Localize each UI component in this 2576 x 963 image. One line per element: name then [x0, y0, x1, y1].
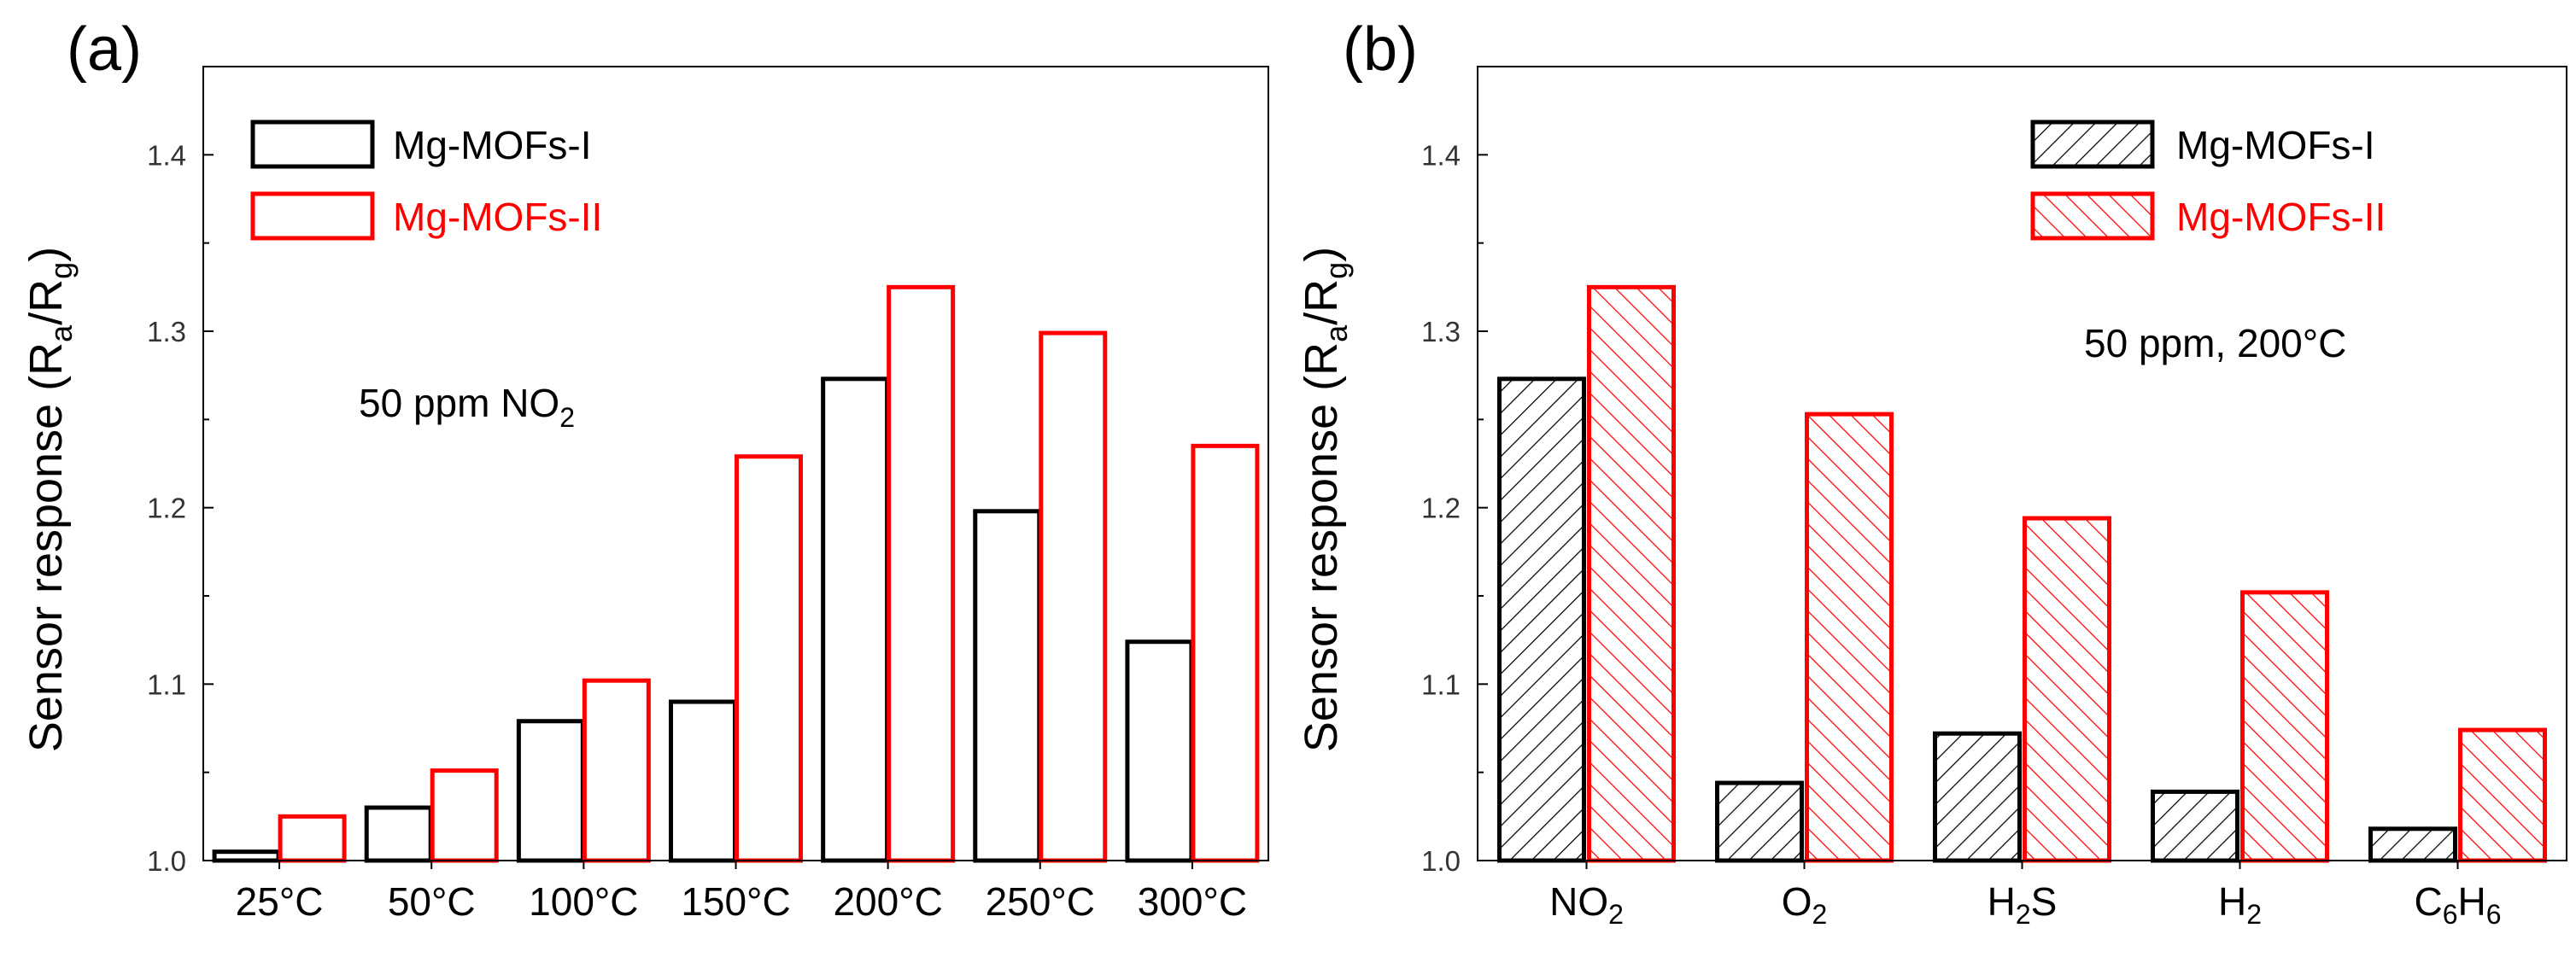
panel-a-bar-mg-mofs-ii-50-c	[430, 768, 499, 863]
panel-b-bar-mg-mofs-i-c6h6	[2368, 826, 2457, 863]
panel-a-bar-mg-mofs-i-150-c	[669, 699, 737, 863]
panel-b-bar-mg-mofs-ii-o2	[1805, 411, 1894, 863]
panel-a-bar-mg-mofs-i-200-c	[821, 376, 890, 863]
panel-b-legend: Mg-MOFs-I Mg-MOFs-II	[2030, 120, 2386, 241]
panel-a-bar-mg-mofs-i-250-c	[973, 509, 1042, 863]
panel-a-y-tick-label: 1.2	[147, 493, 186, 524]
panel-b-legend-label-mg-mofs-i: Mg-MOFs-I	[2176, 123, 2375, 167]
panel-b-bar-mg-mofs-i-h2s	[1933, 731, 2022, 863]
panel-b-y-ticks: 1.0 1.1 1.2 1.3 1.4	[1421, 139, 1488, 877]
panel-b-x-tick-label-no2: NO2	[1549, 879, 1624, 930]
panel-b-bar-mg-mofs-ii-no2	[1587, 284, 1676, 863]
panel-b-legend-label-mg-mofs-ii: Mg-MOFs-II	[2176, 195, 2386, 239]
panel-a-label: (a)	[67, 15, 142, 84]
panel-b: (b) Sensor response (Ra/Rg) 1.0 1.1 1.2 1.3…	[1296, 15, 2567, 930]
panel-a-x-tick-labels: 25°C 50°C 100°C 150°C 200°C 250°C 300°C	[236, 861, 1247, 924]
panel-a-y-tick-label: 1.1	[147, 668, 186, 700]
panel-b-y-tick-label: 1.0	[1421, 845, 1461, 877]
panel-a-x-tick-label-50-c: 50°C	[388, 879, 476, 924]
panel-a-plot-frame	[202, 66, 1269, 861]
panel-a-bar-mg-mofs-i-100-c	[516, 719, 585, 863]
panel-a-legend: Mg-MOFs-I Mg-MOFs-II	[250, 120, 602, 241]
panel-a-legend-swatch-mg-mofs-ii	[250, 191, 375, 241]
panel-b-x-tick-label-h2s: H2S	[1988, 879, 2058, 930]
panel-b-legend-swatch-mg-mofs-ii	[2030, 191, 2155, 241]
panel-a-y-axis-label: Sensor response (Ra/Rg)	[20, 247, 79, 752]
panel-a: (a) Sensor response (Ra/Rg) 1.0 1.1 1.2 1.3…	[20, 15, 1269, 924]
panel-a-bar-mg-mofs-i-300-c	[1125, 639, 1194, 863]
panel-b-bar-mg-mofs-ii-c6h6	[2458, 727, 2547, 863]
panel-a-bar-mg-mofs-ii-200-c	[887, 284, 956, 863]
panel-a-bar-mg-mofs-ii-100-c	[582, 678, 651, 863]
panel-b-y-tick-label: 1.2	[1421, 493, 1461, 524]
panel-b-y-tick-label: 1.1	[1421, 668, 1461, 700]
panel-a-y-tick-label: 1.4	[147, 139, 186, 171]
panel-a-x-tick-label-250-c: 250°C	[986, 879, 1095, 924]
panel-a-legend-label-mg-mofs-ii: Mg-MOFs-II	[393, 195, 602, 239]
panel-a-bar-mg-mofs-i-50-c	[364, 805, 433, 863]
panel-b-bars	[1497, 284, 2547, 863]
panel-b-bar-mg-mofs-i-h2	[2151, 789, 2239, 863]
panel-b-x-tick-label-c6h6: C6H6	[2414, 879, 2501, 930]
panel-b-bar-mg-mofs-i-o2	[1715, 780, 1804, 863]
panel-a-y-tick-label: 1.3	[147, 316, 186, 347]
panel-a-bars	[212, 284, 1260, 863]
panel-b-plot-frame	[1477, 66, 2567, 861]
panel-a-bar-mg-mofs-ii-150-c	[735, 454, 803, 863]
panel-a-bar-mg-mofs-ii-300-c	[1191, 443, 1260, 863]
panel-b-y-tick-label: 1.4	[1421, 139, 1461, 171]
panel-b-label: (b)	[1343, 15, 1418, 84]
panel-a-x-tick-label-100-c: 100°C	[529, 879, 638, 924]
panel-b-x-tick-label-o2: O2	[1782, 879, 1828, 930]
panel-b-bar-mg-mofs-i-no2	[1497, 376, 1586, 863]
panel-b-annotation: 50 ppm, 200°C	[2084, 321, 2346, 365]
panel-a-bar-mg-mofs-i-25-c	[212, 849, 281, 863]
panel-a-y-ticks: 1.0 1.1 1.2 1.3 1.4	[147, 139, 214, 877]
panel-b-y-tick-label: 1.3	[1421, 316, 1461, 347]
panel-a-x-tick-label-200-c: 200°C	[833, 879, 942, 924]
panel-a-x-tick-label-150-c: 150°C	[681, 879, 790, 924]
panel-b-x-tick-label-h2: H2	[2218, 879, 2262, 930]
panel-b-bar-mg-mofs-ii-h2s	[2023, 516, 2111, 863]
panel-a-bar-mg-mofs-ii-250-c	[1039, 330, 1108, 863]
panel-a-x-tick-label-300-c: 300°C	[1138, 879, 1247, 924]
panel-a-y-tick-label: 1.0	[147, 845, 186, 877]
panel-a-legend-swatch-mg-mofs-i	[250, 120, 375, 169]
panel-b-bar-mg-mofs-ii-h2	[2240, 590, 2329, 863]
panel-a-bar-mg-mofs-ii-25-c	[278, 814, 347, 863]
panel-a-annotation: 50 ppm NO2	[359, 381, 575, 433]
panel-b-x-tick-labels: NO2 O2 H2S H2 C6H6	[1549, 861, 2502, 930]
panel-a-legend-label-mg-mofs-i: Mg-MOFs-I	[393, 123, 592, 167]
panel-b-legend-swatch-mg-mofs-i	[2030, 120, 2155, 169]
panel-a-x-tick-label-25-c: 25°C	[236, 879, 324, 924]
panel-b-y-axis-label: Sensor response (Ra/Rg)	[1296, 247, 1354, 752]
